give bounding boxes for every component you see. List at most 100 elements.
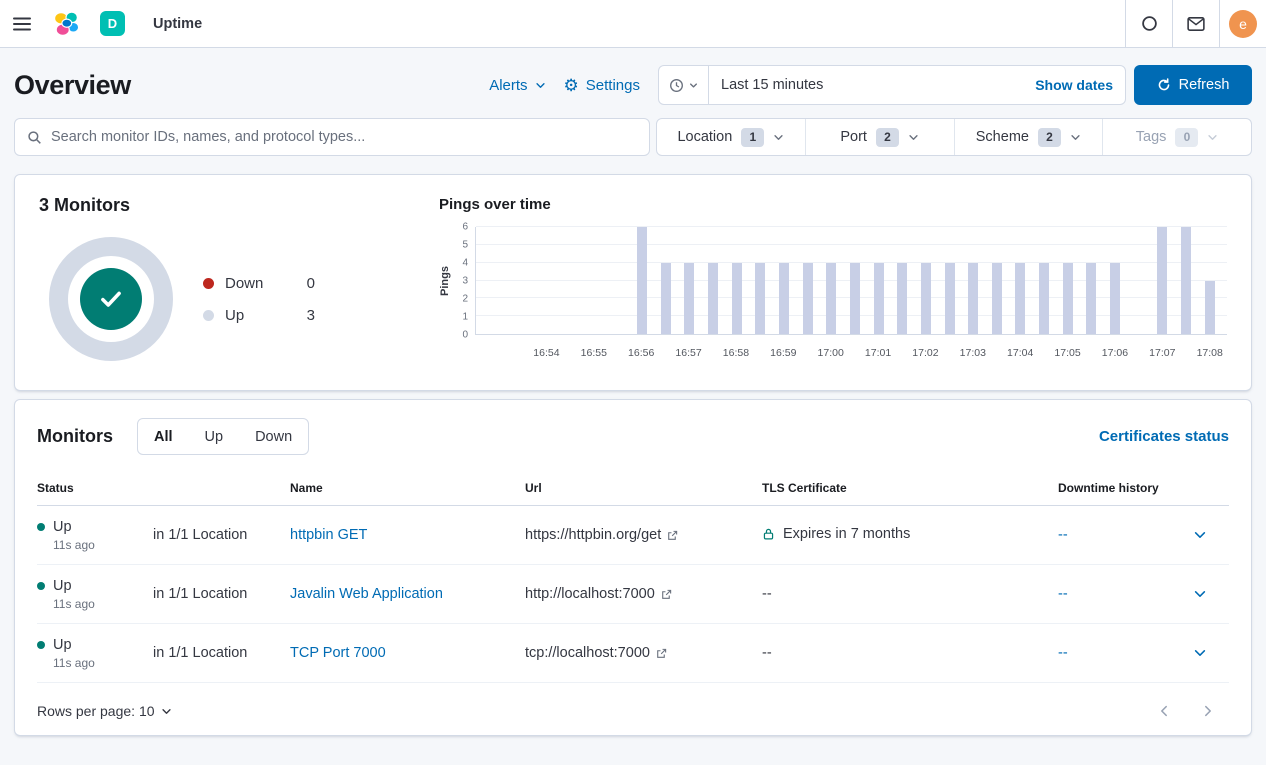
x-axis-tick-label: 17:07 (1149, 347, 1176, 359)
tab-all[interactable]: All (138, 419, 189, 454)
x-axis-tick-label: 17:06 (1101, 347, 1129, 359)
all-up-indicator (80, 268, 142, 330)
page-header: Overview Alerts ⚙ Settings Last 15 minut… (0, 48, 1266, 118)
help-button[interactable] (1125, 0, 1172, 47)
elastic-home-button[interactable] (44, 0, 88, 47)
column-header-url: Url (525, 475, 762, 506)
expand-row-button[interactable] (1178, 646, 1221, 660)
down-label: Down (225, 274, 264, 292)
table-header-row: Status Name Url TLS Certificate Downtime… (37, 475, 1229, 506)
header-actions: Alerts ⚙ Settings Last 15 minutes Show d… (489, 65, 1252, 105)
x-axis-tick-label: 17:03 (959, 347, 986, 359)
rows-per-page-button[interactable]: Rows per page: 10 (37, 703, 172, 719)
search-box (14, 118, 650, 156)
monitor-location: in 1/1 Location (153, 623, 290, 683)
refresh-button[interactable]: Refresh (1134, 65, 1252, 105)
tab-down[interactable]: Down (239, 419, 308, 454)
x-axis-tick-label: 16:54 (533, 347, 560, 359)
chevron-left-icon (1161, 705, 1167, 717)
chevron-down-icon (1194, 591, 1205, 597)
monitors-panel: Monitors All Up Down Certificates status… (14, 399, 1252, 736)
monitor-location: in 1/1 Location (153, 505, 290, 565)
pings-bar (920, 262, 931, 334)
y-axis-tick-label: 6 (462, 221, 468, 233)
x-axis-tick-label: 17:04 (1007, 347, 1034, 359)
tags-count-badge: 0 (1175, 127, 1199, 147)
chevron-down-icon (1071, 134, 1080, 140)
mail-icon (1187, 16, 1205, 31)
external-link-icon (668, 530, 678, 540)
newsfeed-button[interactable] (1172, 0, 1219, 47)
monitor-name-link[interactable]: httpbin GET (290, 527, 368, 543)
page-title: Overview (14, 69, 131, 100)
filter-port-button[interactable]: Port 2 (804, 119, 954, 155)
table-footer: Rows per page: 10 (37, 703, 1229, 721)
pings-bar (636, 227, 647, 334)
user-menu-button[interactable]: e (1219, 0, 1266, 47)
time-range-value[interactable]: Last 15 minutes (709, 77, 1023, 93)
search-icon (28, 130, 41, 144)
monitor-name-link[interactable]: TCP Port 7000 (290, 645, 386, 661)
external-link-icon (657, 648, 667, 658)
space-avatar[interactable]: D (100, 11, 125, 36)
pings-bar (897, 262, 908, 334)
x-axis-tick-label: 16:55 (580, 347, 607, 359)
monitors-donut-chart (49, 237, 173, 361)
pings-bar (991, 262, 1002, 334)
certificates-status-link[interactable]: Certificates status (1098, 428, 1229, 445)
settings-button[interactable]: ⚙ Settings (563, 75, 640, 95)
chart-gridline (476, 243, 1227, 245)
clock-icon (670, 78, 683, 92)
chevron-down-icon (690, 82, 697, 88)
filter-location-button[interactable]: Location 1 (657, 119, 805, 155)
chevron-down-icon (161, 708, 171, 714)
alerts-dropdown-button[interactable]: Alerts (489, 77, 545, 94)
monitor-url-link[interactable]: http://localhost:7000 (525, 586, 672, 602)
table-row: Up 11s ago in 1/1 Location httpbin GET h… (37, 505, 1229, 565)
down-legend-dot (203, 277, 214, 289)
chevron-down-icon (1208, 134, 1218, 140)
up-count: 3 (306, 306, 315, 324)
up-legend-dot (203, 309, 214, 321)
monitor-url-link[interactable]: tcp://localhost:7000 (525, 645, 667, 661)
pings-bar (1110, 262, 1121, 334)
previous-page-button (1157, 704, 1171, 718)
downtime-history: -- (1058, 527, 1068, 543)
help-icon (1141, 16, 1157, 31)
menu-button[interactable] (0, 0, 44, 47)
top-navigation-bar: D Uptime e (0, 0, 1266, 48)
monitors-snapshot: 3 Monitors Down 0 Up 3 (39, 195, 439, 370)
show-dates-button[interactable]: Show dates (1023, 77, 1125, 93)
pings-bar (778, 262, 789, 334)
monitor-name-link[interactable]: Javalin Web Application (290, 586, 443, 602)
monitor-status: Up (53, 636, 72, 653)
chart-gridline (476, 226, 1227, 227)
pings-bar (944, 262, 955, 334)
up-label: Up (225, 306, 245, 324)
y-axis-tick-label: 1 (462, 311, 468, 323)
expand-row-button[interactable] (1178, 528, 1221, 542)
x-axis-tick-label: 17:08 (1196, 347, 1223, 359)
status-up-dot (37, 522, 45, 531)
filter-scheme-button[interactable]: Scheme 2 (953, 119, 1103, 155)
chevron-down-icon (909, 134, 918, 140)
monitors-title: Monitors (37, 426, 113, 446)
quick-select-button[interactable] (659, 66, 709, 104)
x-axis-tick-label: 17:00 (817, 347, 844, 359)
column-header-expand (1178, 475, 1229, 506)
chevron-down-icon (1194, 532, 1205, 538)
monitor-status: Up (53, 518, 72, 535)
monitor-url-link[interactable]: https://httpbin.org/get (525, 527, 678, 543)
tab-up[interactable]: Up (189, 419, 240, 454)
monitor-last-check: 11s ago (53, 596, 95, 611)
check-icon (101, 291, 121, 307)
chevron-down-icon (774, 134, 783, 140)
expand-row-button[interactable] (1178, 587, 1221, 601)
pings-bar (1062, 262, 1073, 334)
search-input[interactable] (51, 129, 637, 145)
tls-expiry: -- (762, 586, 772, 602)
breadcrumb-uptime[interactable]: Uptime (153, 16, 203, 32)
super-date-picker: Last 15 minutes Show dates (658, 65, 1126, 105)
filter-group: Location 1 Port 2 Scheme 2 Tags 0 (656, 118, 1252, 156)
x-axis-tick-label: 16:57 (675, 347, 702, 359)
